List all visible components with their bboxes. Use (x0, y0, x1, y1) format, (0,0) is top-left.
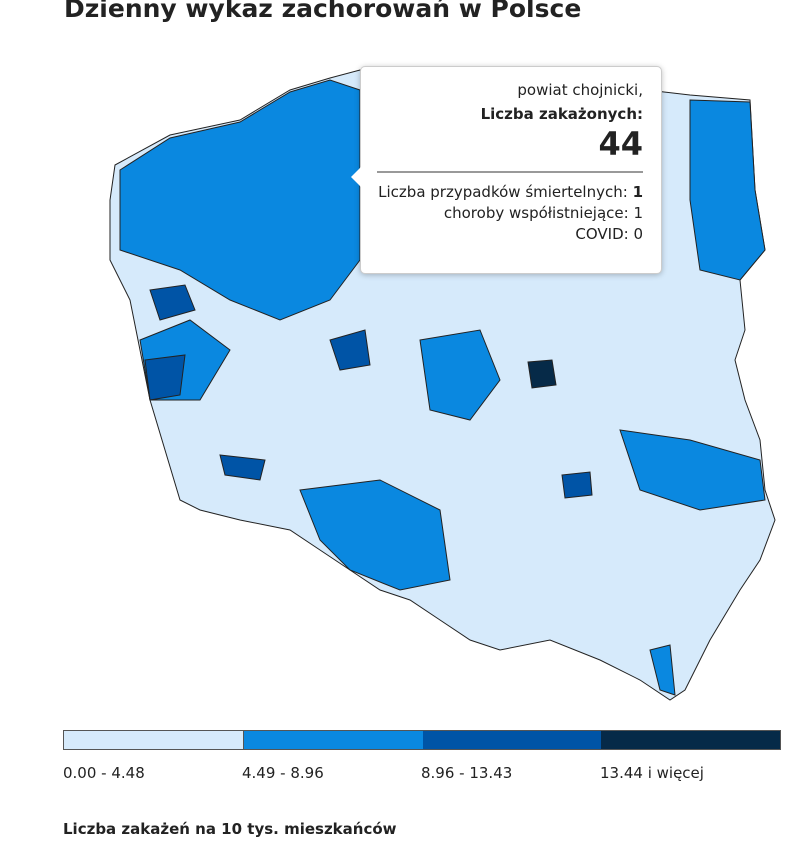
legend-label: 0.00 - 4.48 (63, 764, 145, 782)
legend-swatch-3 (422, 731, 602, 749)
tooltip-value: 44 (598, 125, 643, 163)
tooltip-comorb: choroby współistniejące: 1 (443, 204, 643, 222)
tooltip-region: powiat chojnicki, (517, 81, 643, 99)
legend-title: Liczba zakażeń na 10 tys. mieszkańców (63, 820, 397, 838)
region-mid[interactable] (689, 99, 766, 281)
region-dark[interactable] (561, 471, 593, 499)
region-dark[interactable] (329, 329, 371, 371)
deaths-value: 1 (632, 183, 643, 201)
region-mid[interactable] (619, 429, 766, 511)
region-mid[interactable] (419, 329, 501, 421)
tooltip-label: Liczba zakażonych: (480, 105, 643, 123)
legend-swatch-2 (243, 731, 423, 749)
region-dark[interactable] (219, 454, 266, 481)
region-mid[interactable] (299, 479, 451, 591)
tooltip-deaths: Liczba przypadków śmiertelnych: 1 (361, 183, 643, 201)
legend-label: 13.44 i więcej (600, 764, 704, 782)
legend-swatch-4 (601, 731, 780, 749)
region-dark[interactable] (149, 284, 196, 321)
legend-color-bar (63, 730, 781, 750)
region-mid[interactable] (649, 644, 676, 696)
region-darkest[interactable] (527, 359, 557, 389)
legend-label: 8.96 - 13.43 (421, 764, 513, 782)
deaths-label: Liczba przypadków śmiertelnych: (378, 183, 628, 201)
region-tooltip: powiat chojnicki, Liczba zakażonych: 44 … (351, 66, 662, 274)
tooltip-divider (377, 171, 643, 173)
legend-labels: 0.00 - 4.48 4.49 - 8.96 8.96 - 13.43 13.… (63, 764, 779, 782)
tooltip-covid: COVID: 0 (575, 225, 643, 243)
region-dark[interactable] (144, 354, 186, 401)
page-title: Dzienny wykaz zachorowań w Polsce (64, 0, 582, 23)
legend-label: 4.49 - 8.96 (242, 764, 324, 782)
legend-swatch-1 (64, 731, 244, 749)
